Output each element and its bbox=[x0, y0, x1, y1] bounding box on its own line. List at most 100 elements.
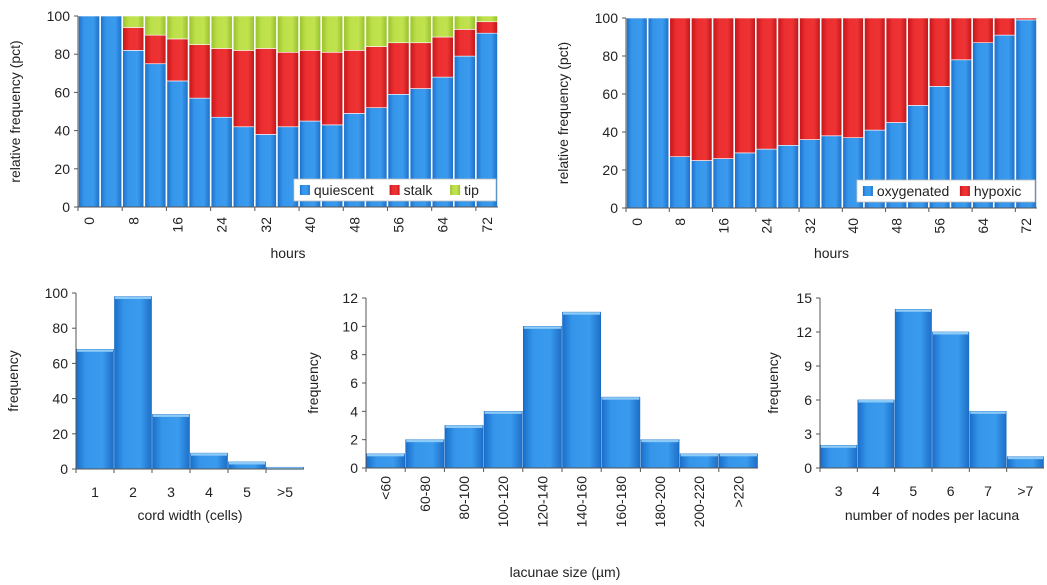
bar-cap-D-6 bbox=[602, 397, 640, 400]
bar-E-1 bbox=[857, 399, 895, 469]
bar-B-hypoxic-48 bbox=[885, 17, 908, 123]
x-tick-label-E: 5 bbox=[909, 483, 917, 499]
x-tick-label-D: 80-100 bbox=[456, 476, 472, 520]
x-axis-label-C: cord width (cells) bbox=[137, 507, 242, 523]
bar-cap-C-1 bbox=[115, 296, 151, 300]
bar-cap-E-2 bbox=[895, 309, 931, 312]
x-tick-label-A: 32 bbox=[258, 217, 274, 233]
bar-cap-D-3 bbox=[484, 411, 522, 414]
bar-C-2 bbox=[152, 414, 190, 470]
x-tick-label-B: 16 bbox=[715, 218, 731, 234]
bar-A-stalk-44 bbox=[321, 51, 344, 126]
x-tick-label-B: 8 bbox=[672, 218, 688, 226]
bar-cap-D-7 bbox=[641, 439, 679, 443]
legend-label-hypoxic: hypoxic bbox=[974, 183, 1021, 199]
x-tick-label-B: 56 bbox=[932, 218, 948, 234]
x-tick-label-A: 0 bbox=[81, 217, 97, 225]
bar-A-quiescent-0 bbox=[78, 15, 100, 208]
y-axis-label-B: relative frequency (pct) bbox=[555, 42, 571, 184]
x-tick-label-E: 3 bbox=[835, 483, 843, 499]
bar-A-stalk-16 bbox=[166, 38, 189, 82]
x-tick-label-C: 5 bbox=[243, 484, 251, 500]
bar-B-oxygenated-36 bbox=[820, 135, 843, 209]
bar-B-hypoxic-12 bbox=[691, 17, 713, 161]
bar-A-stalk-36 bbox=[277, 51, 299, 128]
bar-cap-E-5 bbox=[1007, 456, 1043, 460]
y-tick-label-D: 4 bbox=[350, 403, 358, 419]
bar-cap-E-0 bbox=[821, 445, 857, 448]
chart-D-bars bbox=[366, 311, 758, 469]
x-tick-label-D: 200-220 bbox=[691, 476, 707, 528]
bar-A-quiescent-4 bbox=[100, 15, 123, 208]
y-tick-label-B: 60 bbox=[602, 86, 618, 102]
legend-swatch-stalk bbox=[389, 185, 400, 195]
bar-C-0 bbox=[76, 349, 114, 470]
x-tick-label-D: 140-160 bbox=[574, 476, 590, 528]
bar-B-hypoxic-56 bbox=[929, 17, 951, 87]
y-tick-label-B: 20 bbox=[602, 162, 618, 178]
bar-B-hypoxic-60 bbox=[950, 17, 972, 61]
bar-cap-D-8 bbox=[680, 453, 718, 457]
bar-B-oxygenated-16 bbox=[712, 158, 734, 209]
figure-label: lacunae size (µm) bbox=[510, 564, 621, 580]
bar-D-1 bbox=[405, 439, 445, 469]
y-tick-label-C: 60 bbox=[52, 355, 68, 371]
bar-A-quiescent-24 bbox=[210, 116, 233, 208]
y-tick-label-E: 15 bbox=[796, 290, 812, 306]
bar-E-0 bbox=[820, 445, 858, 469]
axes-layer bbox=[72, 15, 1044, 473]
bar-D-7 bbox=[640, 439, 680, 469]
bar-A-quiescent-20 bbox=[188, 97, 211, 208]
bar-A-tip-28 bbox=[232, 15, 255, 51]
bar-A-tip-72 bbox=[476, 15, 498, 23]
bar-A-stalk-72 bbox=[476, 21, 498, 34]
y-tick-label-C: 20 bbox=[52, 426, 68, 442]
x-tick-label-B: 40 bbox=[845, 218, 861, 234]
bar-cap-C-0 bbox=[77, 349, 113, 352]
bar-B-hypoxic-20 bbox=[734, 17, 756, 154]
bar-A-tip-48 bbox=[343, 15, 366, 51]
bar-cap-C-3 bbox=[191, 453, 227, 456]
bar-B-hypoxic-36 bbox=[820, 17, 843, 137]
chart-B-bars bbox=[626, 17, 1037, 209]
x-tick-label-A: 24 bbox=[214, 217, 230, 233]
bar-A-tip-40 bbox=[299, 15, 321, 51]
x-tick-label-C: 1 bbox=[91, 484, 99, 500]
bar-A-stalk-60 bbox=[409, 42, 432, 89]
bar-E-3 bbox=[932, 331, 970, 469]
chart-C-bars bbox=[76, 296, 304, 470]
x-axis-label-E: number of nodes per lacuna bbox=[845, 507, 1020, 523]
bar-cap-C-4 bbox=[229, 461, 265, 465]
x-tick-label-A: 72 bbox=[479, 217, 495, 233]
y-axis-label-C: frequency bbox=[5, 350, 21, 411]
bar-E-2 bbox=[894, 309, 932, 469]
x-tick-label-D: >220 bbox=[730, 476, 746, 508]
bar-A-tip-16 bbox=[166, 15, 189, 40]
bar-E-4 bbox=[969, 411, 1007, 469]
x-tick-label-A: 40 bbox=[302, 217, 318, 233]
y-tick-label-D: 10 bbox=[342, 318, 358, 334]
bar-C-1 bbox=[114, 296, 152, 470]
y-axis-label-E: frequency bbox=[765, 352, 781, 413]
bar-A-quiescent-12 bbox=[144, 63, 167, 208]
bar-B-hypoxic-40 bbox=[842, 17, 864, 138]
x-tick-label-D: 160-180 bbox=[613, 476, 629, 528]
bar-B-oxygenated-32 bbox=[799, 139, 821, 209]
y-tick-label-A: 20 bbox=[54, 161, 70, 177]
x-axis-label-B: hours bbox=[814, 245, 849, 261]
bar-A-tip-44 bbox=[321, 15, 344, 53]
bar-B-oxygenated-12 bbox=[691, 160, 713, 209]
y-tick-label-D: 8 bbox=[350, 347, 358, 363]
chart-A-bars bbox=[78, 15, 498, 208]
x-tick-label-B: 64 bbox=[975, 218, 991, 234]
y-tick-label-A: 100 bbox=[47, 8, 71, 24]
y-tick-label-B: 40 bbox=[602, 124, 618, 140]
y-tick-label-B: 100 bbox=[595, 10, 619, 26]
x-tick-label-E: >7 bbox=[1017, 483, 1033, 499]
bar-A-stalk-40 bbox=[299, 50, 321, 122]
bar-cap-C-5 bbox=[267, 467, 303, 470]
x-tick-label-B: 0 bbox=[629, 218, 645, 226]
bar-A-tip-60 bbox=[409, 15, 432, 44]
legend-B: oxygenated hypoxic bbox=[856, 179, 1036, 203]
